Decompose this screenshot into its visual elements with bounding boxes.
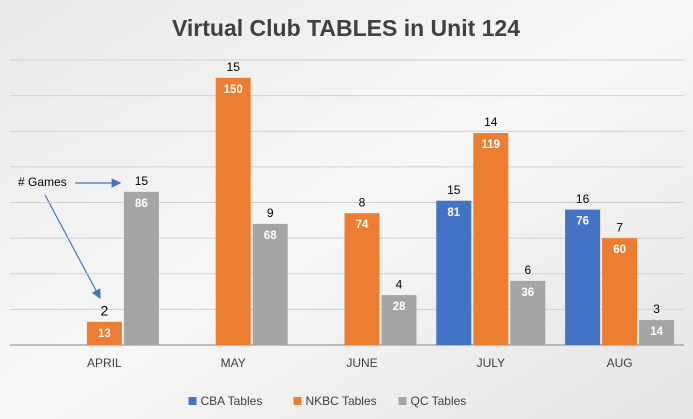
legend-label: QC Tables	[411, 394, 467, 408]
value-label: 13	[98, 328, 111, 340]
value-label: 14	[650, 326, 663, 338]
x-tick-label: AUG	[607, 356, 633, 370]
value-label: 74	[356, 219, 369, 231]
value-label: 76	[576, 216, 589, 228]
value-label: 86	[135, 198, 148, 210]
value-label: 119	[482, 139, 501, 151]
games-label: 7	[616, 220, 623, 234]
bar	[565, 209, 601, 345]
bar	[86, 321, 122, 345]
games-label: 9	[267, 206, 274, 220]
games-label: 6	[524, 263, 531, 277]
x-tick-label: MAY	[221, 356, 246, 370]
x-tick-label: JULY	[477, 356, 505, 370]
games-label: 2	[101, 303, 109, 319]
chart-title: Virtual Club TABLES in Unit 124	[172, 15, 520, 41]
legend-label: CBA Tables	[201, 394, 263, 408]
value-label: 81	[447, 207, 460, 219]
games-label: 16	[576, 192, 590, 206]
value-label: 68	[264, 230, 277, 242]
games-label: 8	[359, 195, 366, 209]
bar	[436, 200, 472, 345]
games-label: 15	[447, 183, 461, 197]
legend-swatch	[188, 397, 197, 405]
value-label: 36	[521, 287, 534, 299]
annotation: # Games	[18, 175, 67, 189]
bar	[344, 213, 380, 345]
x-tick-label: APRIL	[87, 356, 122, 370]
legend-label: NKBC Tables	[306, 394, 377, 408]
bar	[123, 191, 159, 345]
bar	[215, 77, 251, 345]
games-label: 3	[653, 302, 660, 316]
bar	[252, 223, 288, 345]
games-label: 4	[396, 277, 403, 291]
games-label: 14	[484, 115, 498, 129]
bar	[510, 280, 546, 345]
games-label: 15	[227, 60, 241, 74]
x-tick-label: JUNE	[346, 356, 377, 370]
bar	[639, 320, 675, 345]
games-label: 15	[135, 174, 149, 188]
legend-swatch	[398, 397, 407, 405]
arrow	[44, 194, 101, 300]
bar	[602, 238, 638, 345]
bar	[473, 133, 509, 345]
value-label: 28	[393, 301, 406, 313]
legend-swatch	[293, 397, 302, 405]
bar	[381, 295, 417, 345]
value-label: 150	[224, 84, 243, 96]
value-label: 60	[613, 244, 626, 256]
